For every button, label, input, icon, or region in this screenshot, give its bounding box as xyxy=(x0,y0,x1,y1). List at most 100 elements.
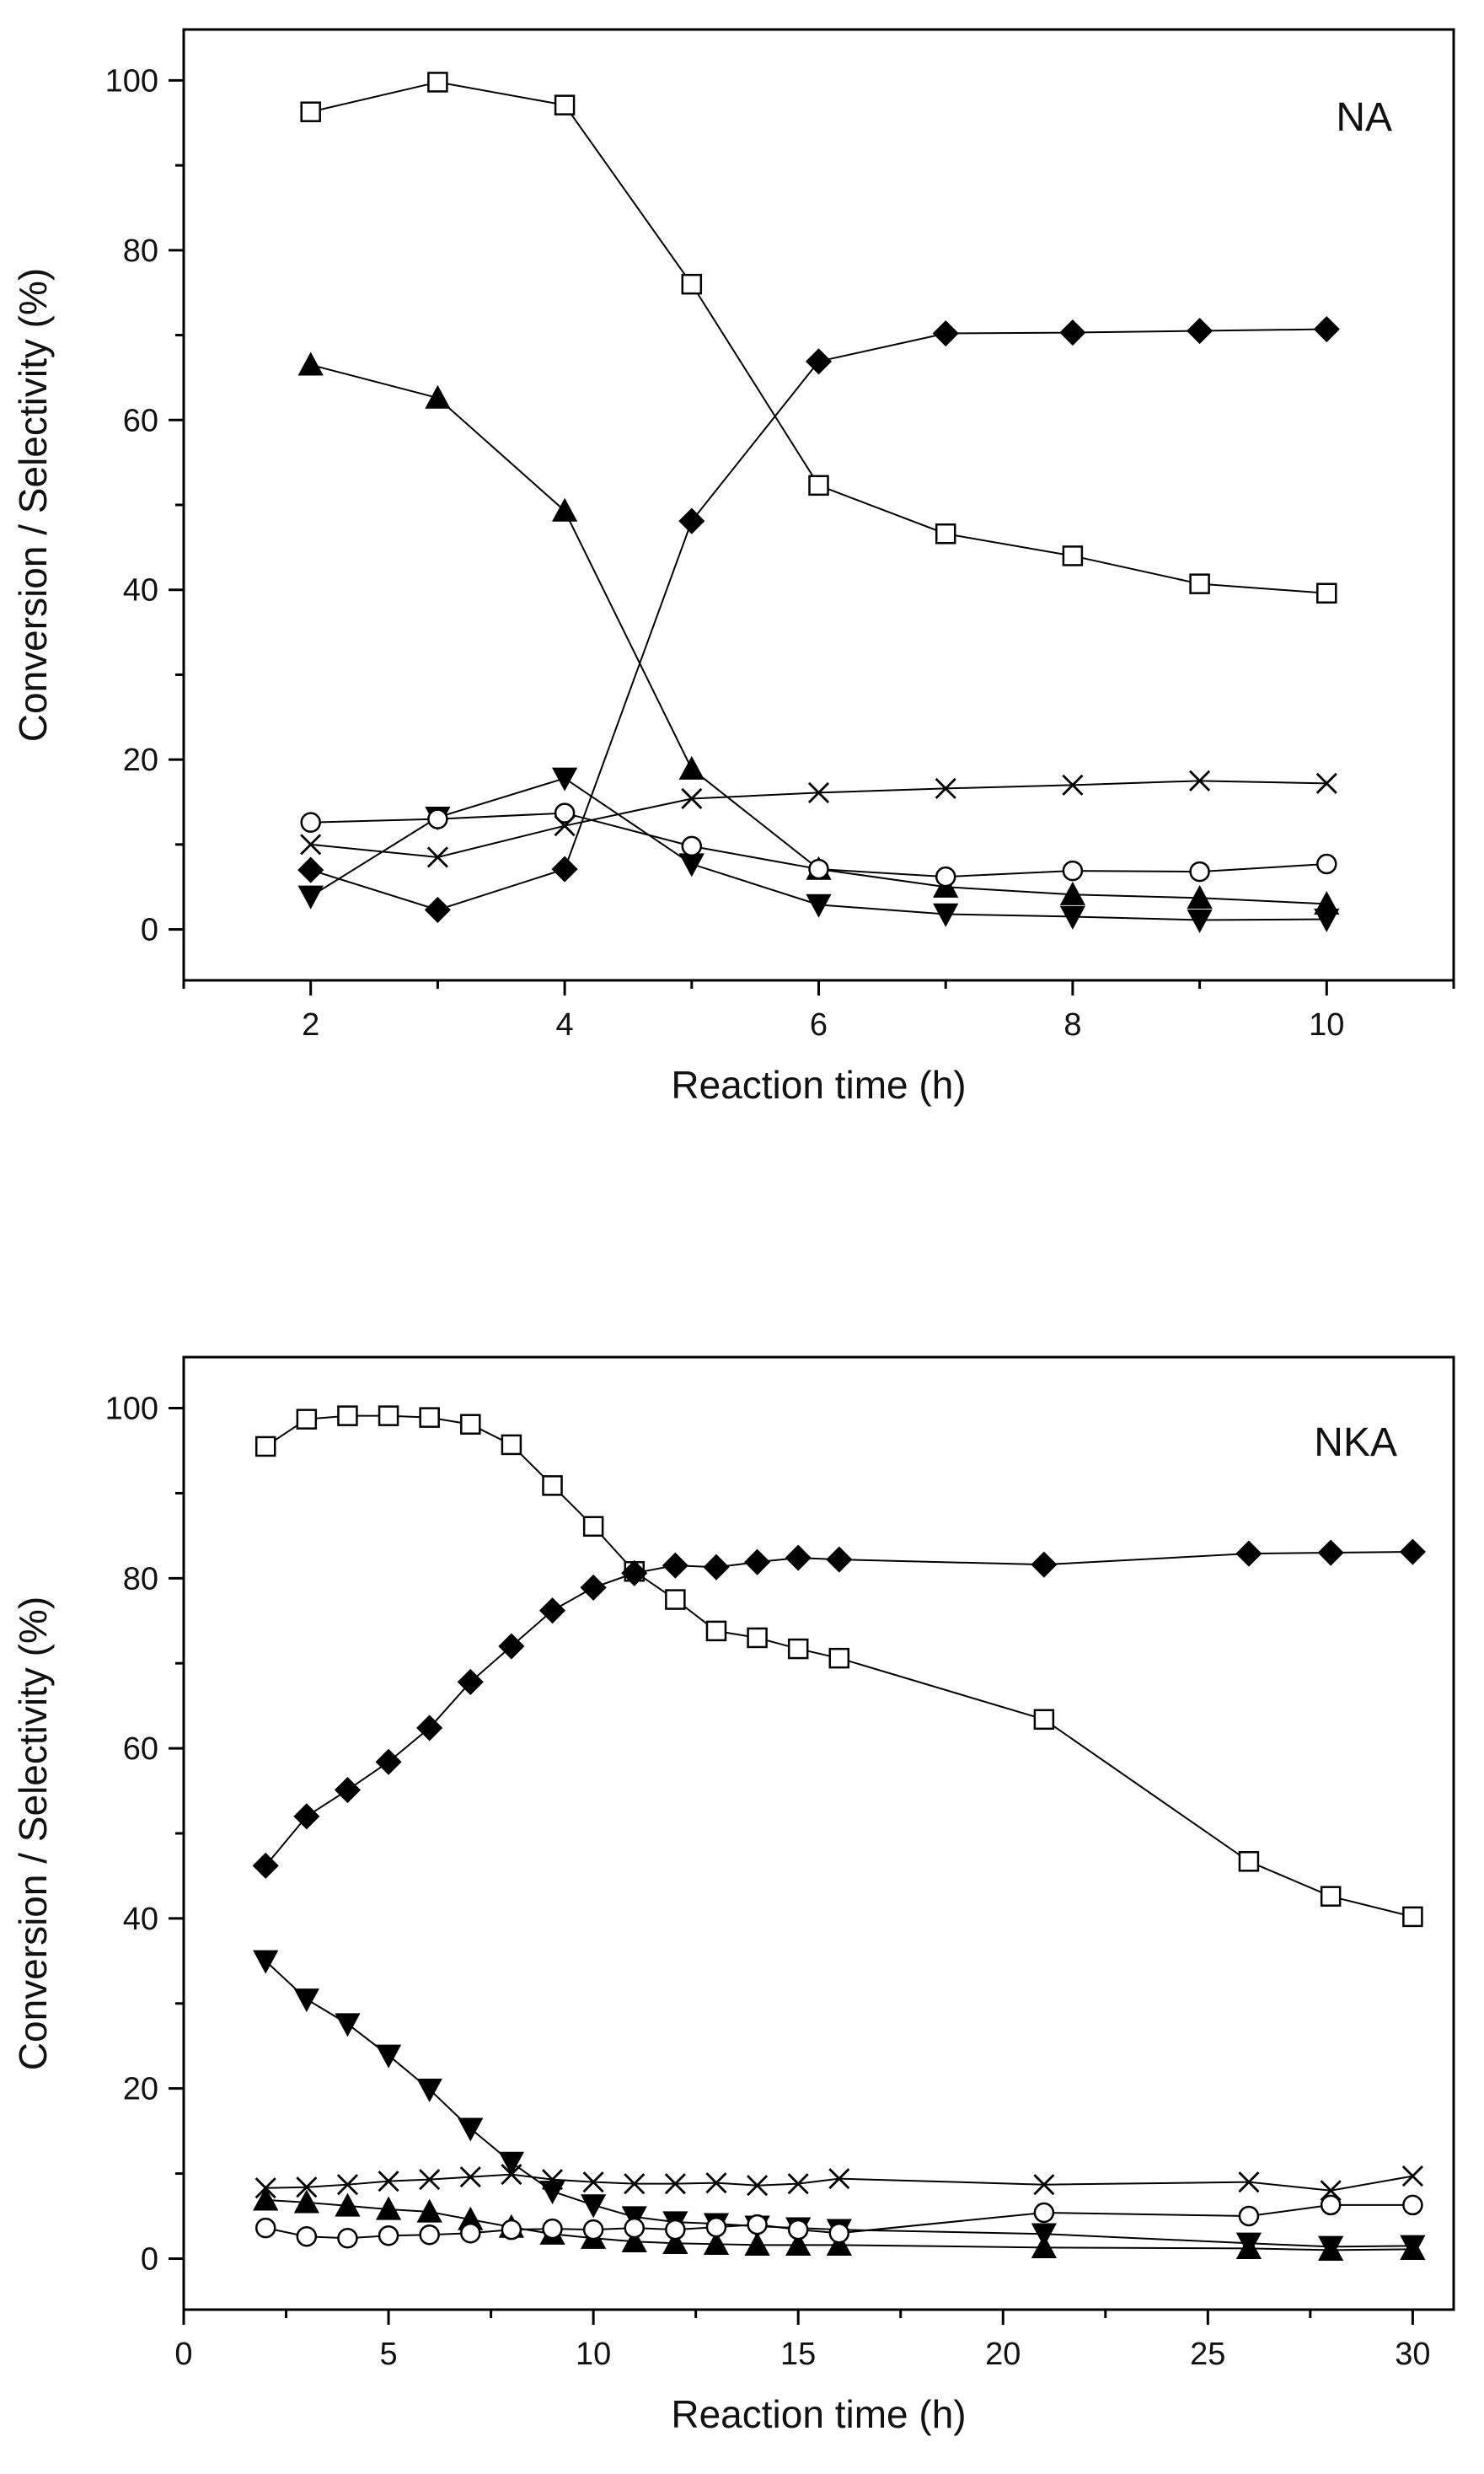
x-tick-label: 5 xyxy=(379,2337,397,2372)
data-point-open-square xyxy=(254,1436,276,1457)
series-line-filled-diamond xyxy=(310,328,1327,911)
data-point-filled-diamond xyxy=(1317,1539,1344,1566)
data-point-open-circle xyxy=(1238,2205,1260,2227)
data-point-filled-diamond xyxy=(662,1552,688,1579)
data-point-open-circle xyxy=(935,866,956,888)
data-point-filled-diamond xyxy=(1235,1540,1262,1567)
data-point-filled-triangle-down xyxy=(678,853,704,877)
x-tick-label: 20 xyxy=(985,2337,1021,2372)
data-point-filled-diamond xyxy=(1313,315,1340,343)
series-line-filled-triangle-up xyxy=(310,363,1327,905)
data-point-filled-triangle-down xyxy=(806,894,832,918)
data-point-open-square xyxy=(1320,1886,1342,1907)
data-point-filled-triangle-up xyxy=(826,2231,852,2256)
data-point-filled-triangle-up xyxy=(293,2189,319,2214)
y-tick-label: 60 xyxy=(123,403,158,438)
data-point-filled-diamond xyxy=(1399,1538,1426,1565)
data-point-filled-diamond xyxy=(744,1548,771,1575)
y-tick-label: 40 xyxy=(123,573,158,609)
data-point-cross xyxy=(1315,772,1337,794)
y-tick-label: 80 xyxy=(123,1561,158,1597)
data-point-open-square xyxy=(665,1589,686,1610)
series-markers-open-circle xyxy=(300,802,1337,888)
x-tick-label: 8 xyxy=(1063,1007,1081,1043)
series-markers-open-square xyxy=(300,72,1337,604)
data-point-filled-triangle-up xyxy=(425,384,451,409)
data-point-filled-triangle-up xyxy=(744,2231,770,2256)
series-markers-filled-diamond xyxy=(252,1538,1426,1879)
x-tick-label: 4 xyxy=(556,1007,574,1043)
data-point-open-square xyxy=(337,1405,358,1426)
data-point-open-circle xyxy=(460,2222,481,2244)
data-point-open-circle xyxy=(254,2217,276,2239)
data-point-open-circle xyxy=(787,2219,809,2241)
data-point-open-circle xyxy=(300,812,321,833)
data-point-filled-diamond xyxy=(932,320,959,347)
data-point-filled-diamond xyxy=(826,1546,853,1573)
y-tick-label: 40 xyxy=(123,1902,158,1937)
series-markers-open-square xyxy=(254,1405,1423,1928)
data-point-cross xyxy=(807,781,830,803)
data-point-filled-diamond xyxy=(297,856,324,883)
data-point-open-square xyxy=(419,1407,440,1428)
panel-label: NA xyxy=(1336,95,1392,140)
data-point-cross xyxy=(554,815,576,837)
data-point-filled-triangle-up xyxy=(662,2230,688,2254)
data-point-filled-triangle-up xyxy=(1400,2236,1426,2261)
data-point-open-circle xyxy=(1062,860,1084,882)
data-point-open-circle xyxy=(582,2219,604,2241)
y-tick-label: 0 xyxy=(141,2241,158,2277)
axis-ticks: 0 5 10 15 20 25 30 0 20 40 60 80 100 xyxy=(105,1392,1431,2372)
data-point-open-circle xyxy=(1320,2194,1342,2216)
data-point-cross xyxy=(935,777,956,799)
x-tick-label: 15 xyxy=(780,2337,816,2372)
data-point-filled-triangle-down xyxy=(580,2194,607,2219)
data-point-filled-triangle-down xyxy=(416,2079,442,2103)
data-point-open-square xyxy=(554,94,576,115)
data-point-filled-diamond xyxy=(416,1715,443,1741)
data-point-open-circle xyxy=(705,2216,727,2238)
data-point-filled-diamond xyxy=(1059,319,1086,346)
x-axis-title: Reaction time (h) xyxy=(671,2392,966,2436)
data-point-open-square xyxy=(1238,1851,1260,1872)
x-axis-title: Reaction time (h) xyxy=(671,1063,966,1107)
data-point-filled-diamond xyxy=(805,348,833,375)
data-point-open-circle xyxy=(624,2217,645,2239)
data-point-open-square xyxy=(378,1405,399,1426)
data-point-open-square xyxy=(1189,573,1210,594)
data-point-open-square xyxy=(542,1475,563,1496)
data-point-open-square xyxy=(747,1627,768,1649)
y-tick-label: 20 xyxy=(123,2072,158,2107)
data-point-open-square xyxy=(460,1414,481,1435)
data-point-open-square xyxy=(501,1434,522,1456)
data-point-open-circle xyxy=(808,858,829,880)
data-point-open-circle xyxy=(427,808,448,829)
data-point-open-circle xyxy=(828,2222,850,2244)
data-point-open-circle xyxy=(501,2219,522,2241)
data-point-cross xyxy=(582,2171,604,2193)
data-point-filled-triangle-down xyxy=(375,2044,402,2069)
data-point-filled-diamond xyxy=(498,1633,525,1660)
y-axis-title: Conversion / Selectivity (%) xyxy=(11,268,55,742)
data-point-filled-triangle-up xyxy=(253,2187,279,2211)
data-point-filled-diamond xyxy=(1031,1551,1058,1578)
data-point-cross xyxy=(624,2173,646,2195)
data-point-open-circle xyxy=(554,802,576,824)
data-point-cross xyxy=(459,2166,481,2188)
data-point-filled-triangle-down xyxy=(293,1988,319,2013)
data-point-cross xyxy=(296,2176,318,2198)
data-series-group xyxy=(297,72,1340,933)
data-point-filled-triangle-down xyxy=(1314,908,1340,932)
data-point-filled-triangle-down xyxy=(551,767,578,792)
data-point-filled-diamond xyxy=(703,1554,730,1580)
series-line-open-square xyxy=(310,81,1327,594)
x-tick-label: 6 xyxy=(810,1007,828,1043)
y-axis-title: Conversion / Selectivity (%) xyxy=(11,1597,55,2070)
x-tick-label: 0 xyxy=(174,2337,192,2372)
y-tick-label: 60 xyxy=(123,1731,158,1767)
data-point-cross xyxy=(1320,2180,1342,2202)
data-point-open-circle xyxy=(1316,853,1337,875)
data-point-filled-triangle-down xyxy=(335,2013,361,2037)
data-point-filled-triangle-up xyxy=(1187,884,1213,909)
